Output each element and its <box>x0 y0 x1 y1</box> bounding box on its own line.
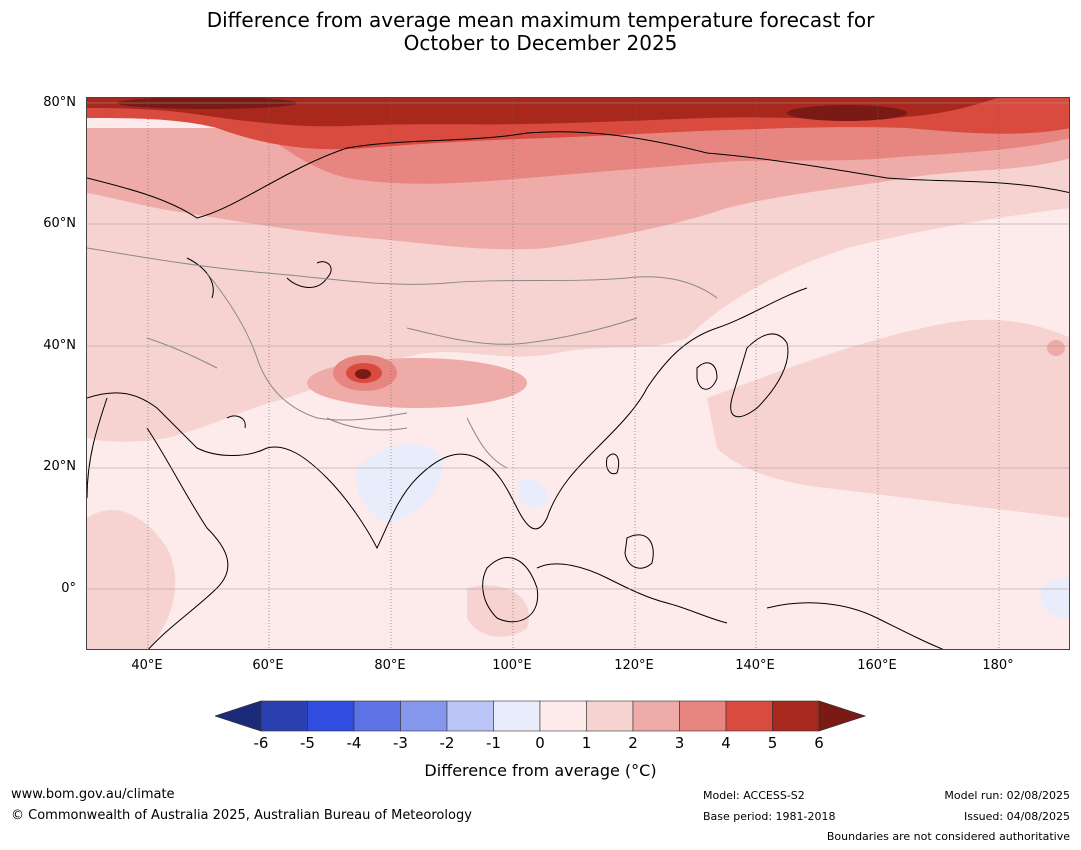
colorbar-tick-label: -3 <box>393 734 408 752</box>
lon-label-60e: 60°E <box>252 658 284 673</box>
colorbar-segment <box>632 700 680 732</box>
lat-label-20n: 20°N <box>43 459 76 474</box>
anomaly-patch-africa <box>87 509 176 649</box>
lat-label-60n: 60°N <box>43 216 76 231</box>
colorbar-segment <box>772 700 820 732</box>
anomaly-cool-indochina <box>517 478 547 508</box>
lon-label-80e: 80°E <box>374 658 406 673</box>
title-line-2: October to December 2025 <box>403 31 678 55</box>
footer-disclaimer: Boundaries are not considered authoritat… <box>826 830 1070 843</box>
lon-label-180: 180° <box>982 658 1014 673</box>
colorbar-segment <box>586 700 634 732</box>
colorbar-tick-label: -2 <box>439 734 455 752</box>
colorbar-extend-low <box>215 700 262 732</box>
footer-website: www.bom.gov.au/climate <box>11 787 175 802</box>
anomaly-patch-borneo <box>467 585 529 637</box>
colorbar-segment <box>353 700 401 732</box>
colorbar-segment <box>493 700 541 732</box>
footer-issued: Issued: 04/08/2025 <box>963 810 1070 823</box>
country-borders <box>87 247 718 469</box>
map-title: Difference from average mean maximum tem… <box>0 9 1081 55</box>
lat-label-0: 0° <box>61 581 76 596</box>
anomaly-cool-east <box>1041 577 1069 619</box>
footer-copyright: © Commonwealth of Australia 2025, Austra… <box>11 808 472 823</box>
anomaly-cool-india <box>356 444 443 523</box>
coastlines <box>87 131 1069 649</box>
colorbar-tick-label: -6 <box>253 734 269 752</box>
colorbar-label: Difference from average (°C) <box>424 761 657 780</box>
colorbar-tick-label: 6 <box>814 734 824 752</box>
gridlines-meridians <box>147 98 1000 649</box>
lon-label-40e: 40°E <box>131 658 163 673</box>
colorbar-tick-label: 0 <box>535 734 545 752</box>
colorbar-segment <box>446 700 494 732</box>
lon-label-120e: 120°E <box>614 658 654 673</box>
colorbar-segment <box>725 700 773 732</box>
lon-label-140e: 140°E <box>735 658 775 673</box>
lat-label-40n: 40°N <box>43 338 76 353</box>
title-line-1: Difference from average mean maximum tem… <box>206 8 875 32</box>
colorbar-segment <box>679 700 727 732</box>
colorbar-tick-label: -5 <box>300 734 315 752</box>
lon-label-160e: 160°E <box>857 658 897 673</box>
colorbar-tick-label: -4 <box>346 734 362 752</box>
gridlines-parallels <box>87 102 1069 590</box>
lon-label-100e: 100°E <box>492 658 532 673</box>
colorbar-segment <box>539 700 587 732</box>
colorbar-tick-label: -1 <box>486 734 501 752</box>
colorbar-tick-label: 2 <box>628 734 638 752</box>
anomaly-spot-pacific <box>1047 340 1065 356</box>
footer-model-run: Model run: 02/08/2025 <box>944 789 1070 802</box>
footer-base-period: Base period: 1981-2018 <box>703 810 836 823</box>
lat-label-80n: 80°N <box>43 95 76 110</box>
footer-model: Model: ACCESS-S2 <box>703 789 805 802</box>
colorbar-tick-label: 1 <box>581 734 592 752</box>
colorbar <box>215 700 867 732</box>
anomaly-tibet-max <box>355 369 371 379</box>
colorbar-segment <box>307 700 355 732</box>
colorbar-extend-high <box>818 700 867 732</box>
colorbar-tick-label: 3 <box>674 734 685 752</box>
colorbar-tick-label: 4 <box>721 734 731 752</box>
anomaly-band-5-6 <box>87 98 997 127</box>
anomaly-max-west <box>117 98 297 109</box>
map-svg <box>87 98 1069 649</box>
colorbar-tick-label: 5 <box>767 734 778 752</box>
colorbar-segment <box>400 700 448 732</box>
colorbar-segment <box>260 700 308 732</box>
anomaly-max-east <box>787 105 907 121</box>
forecast-map <box>86 97 1070 650</box>
